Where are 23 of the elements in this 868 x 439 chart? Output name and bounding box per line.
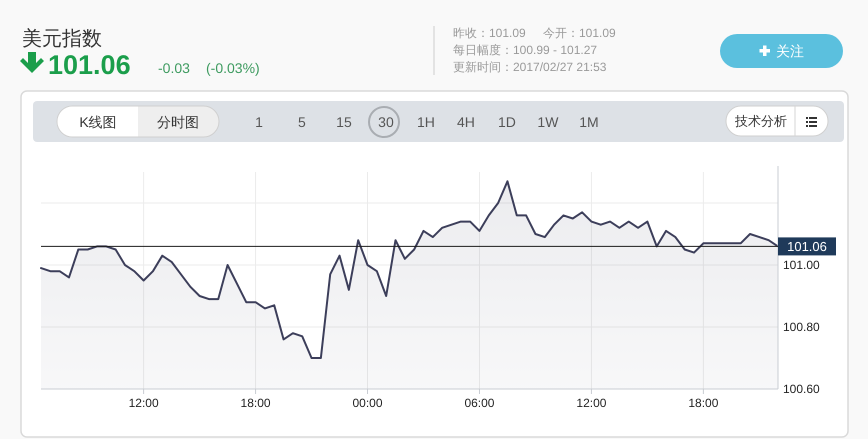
text: 分时图: [157, 114, 199, 130]
ref-line-label: 101.06: [787, 238, 827, 254]
x-tick-label: 00:00: [352, 396, 383, 410]
chart-title: 美元指数: [22, 27, 102, 50]
text: 每日幅度：100.99 - 101.27: [453, 43, 598, 57]
text: 101.06: [48, 50, 131, 80]
y-tick-label: 101.00: [783, 258, 820, 272]
text: 今开：101.09: [543, 26, 616, 40]
x-tick-label: 06:00: [464, 396, 495, 410]
text: -0.03: [158, 60, 190, 76]
x-tick-label: 18:00: [688, 396, 719, 410]
interval-options: 1 5 15 30 1H 4H 1D 1W 1M: [255, 114, 599, 130]
text: 关注: [776, 43, 804, 59]
text: 技术分析: [734, 114, 787, 128]
x-tick-label: 12:00: [128, 396, 159, 410]
y-tick-label: 100.60: [783, 382, 820, 396]
y-tick-label: 100.80: [783, 320, 820, 334]
x-tick-label: 12:00: [576, 396, 607, 410]
text: 昨收：101.09: [453, 26, 526, 40]
text: 更新时间：2017/02/27 21:53: [453, 60, 607, 74]
text: (-0.03%): [206, 60, 260, 76]
text: K线图: [79, 114, 117, 130]
x-tick-label: 18:00: [240, 396, 271, 410]
